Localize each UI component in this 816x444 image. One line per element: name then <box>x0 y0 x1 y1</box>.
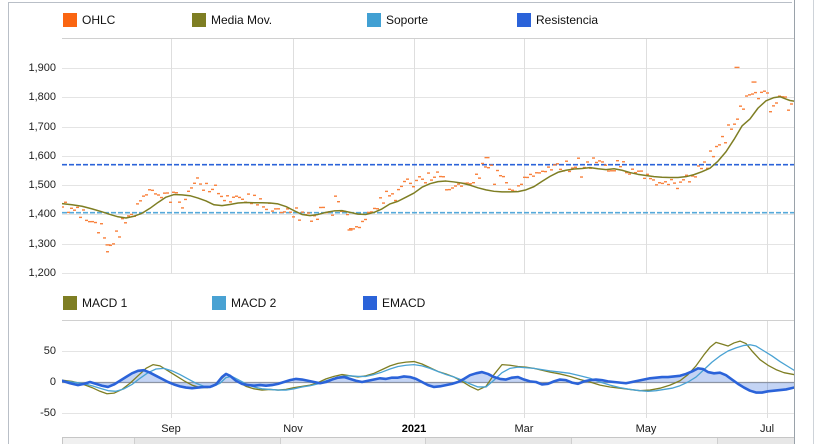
ohlc-swatch-icon <box>63 13 77 27</box>
x-tick-label-nov: Nov <box>283 423 303 435</box>
price-panel-plot <box>62 38 794 276</box>
macd-y-tick-label: 50 <box>43 345 56 357</box>
moving-average-swatch-icon <box>192 13 206 27</box>
price-y-tick-label: 1,800 <box>28 91 56 104</box>
legend-label-resistencia: Resistencia <box>536 13 599 27</box>
x-tick-label-sep: Sep <box>161 423 181 435</box>
range-scroller[interactable] <box>62 437 794 444</box>
price-y-tick-label: 1,700 <box>28 120 56 133</box>
macd-y-tick-label: 0 <box>49 376 56 388</box>
support-swatch-icon <box>367 13 381 27</box>
legend-item-soporte[interactable]: Soporte <box>367 12 428 28</box>
macd-y-tick-label: -50 <box>40 407 56 419</box>
page-right-border <box>813 0 814 444</box>
macd2-swatch-icon <box>212 296 226 310</box>
scroller-segment[interactable] <box>425 438 572 444</box>
macd-panel-plot <box>62 320 794 419</box>
legend-item-media-mov[interactable]: Media Mov. <box>192 12 272 28</box>
price-y-tick-label: 1,900 <box>28 62 56 74</box>
price-y-tick-label: 1,300 <box>28 237 56 250</box>
legend-label-soporte: Soporte <box>386 13 429 27</box>
x-tick-label-jul: Jul <box>759 423 775 435</box>
price-y-tick-label: 1,400 <box>28 208 56 221</box>
scroller-segment[interactable] <box>280 438 426 444</box>
legend-item-resistencia[interactable]: Resistencia <box>517 12 598 28</box>
emacd-swatch-icon <box>363 296 377 310</box>
legend-label-macd1: MACD 1 <box>82 296 128 310</box>
x-tick-label-mar: Mar <box>514 423 534 435</box>
legend-label-media-mov: Media Mov. <box>211 13 273 27</box>
price-y-tick-label: 1,600 <box>28 149 56 162</box>
x-tick-label-may: May <box>635 423 657 435</box>
price-y-tick-label: 1,500 <box>28 179 56 192</box>
scroller-segment[interactable] <box>134 438 281 444</box>
legend-label-macd2: MACD 2 <box>231 296 277 310</box>
x-tick-label-2021: 2021 <box>401 423 427 435</box>
resistance-swatch-icon <box>517 13 531 27</box>
legend-item-emacd[interactable]: EMACD <box>363 295 425 311</box>
legend-label-ohlc: OHLC <box>82 13 116 27</box>
scroller-segment[interactable] <box>717 438 794 444</box>
legend-label-emacd: EMACD <box>382 296 426 310</box>
legend-item-macd2[interactable]: MACD 2 <box>212 295 276 311</box>
legend-item-ohlc[interactable]: OHLC <box>63 12 115 28</box>
macd1-swatch-icon <box>63 296 77 310</box>
price-y-tick-label: 1,200 <box>28 267 56 280</box>
scroller-segment[interactable] <box>571 438 718 444</box>
frame-right-border <box>794 0 795 444</box>
frame-top-border <box>8 2 792 3</box>
frame-left-border <box>8 2 9 444</box>
legend-item-macd1[interactable]: MACD 1 <box>63 295 127 311</box>
